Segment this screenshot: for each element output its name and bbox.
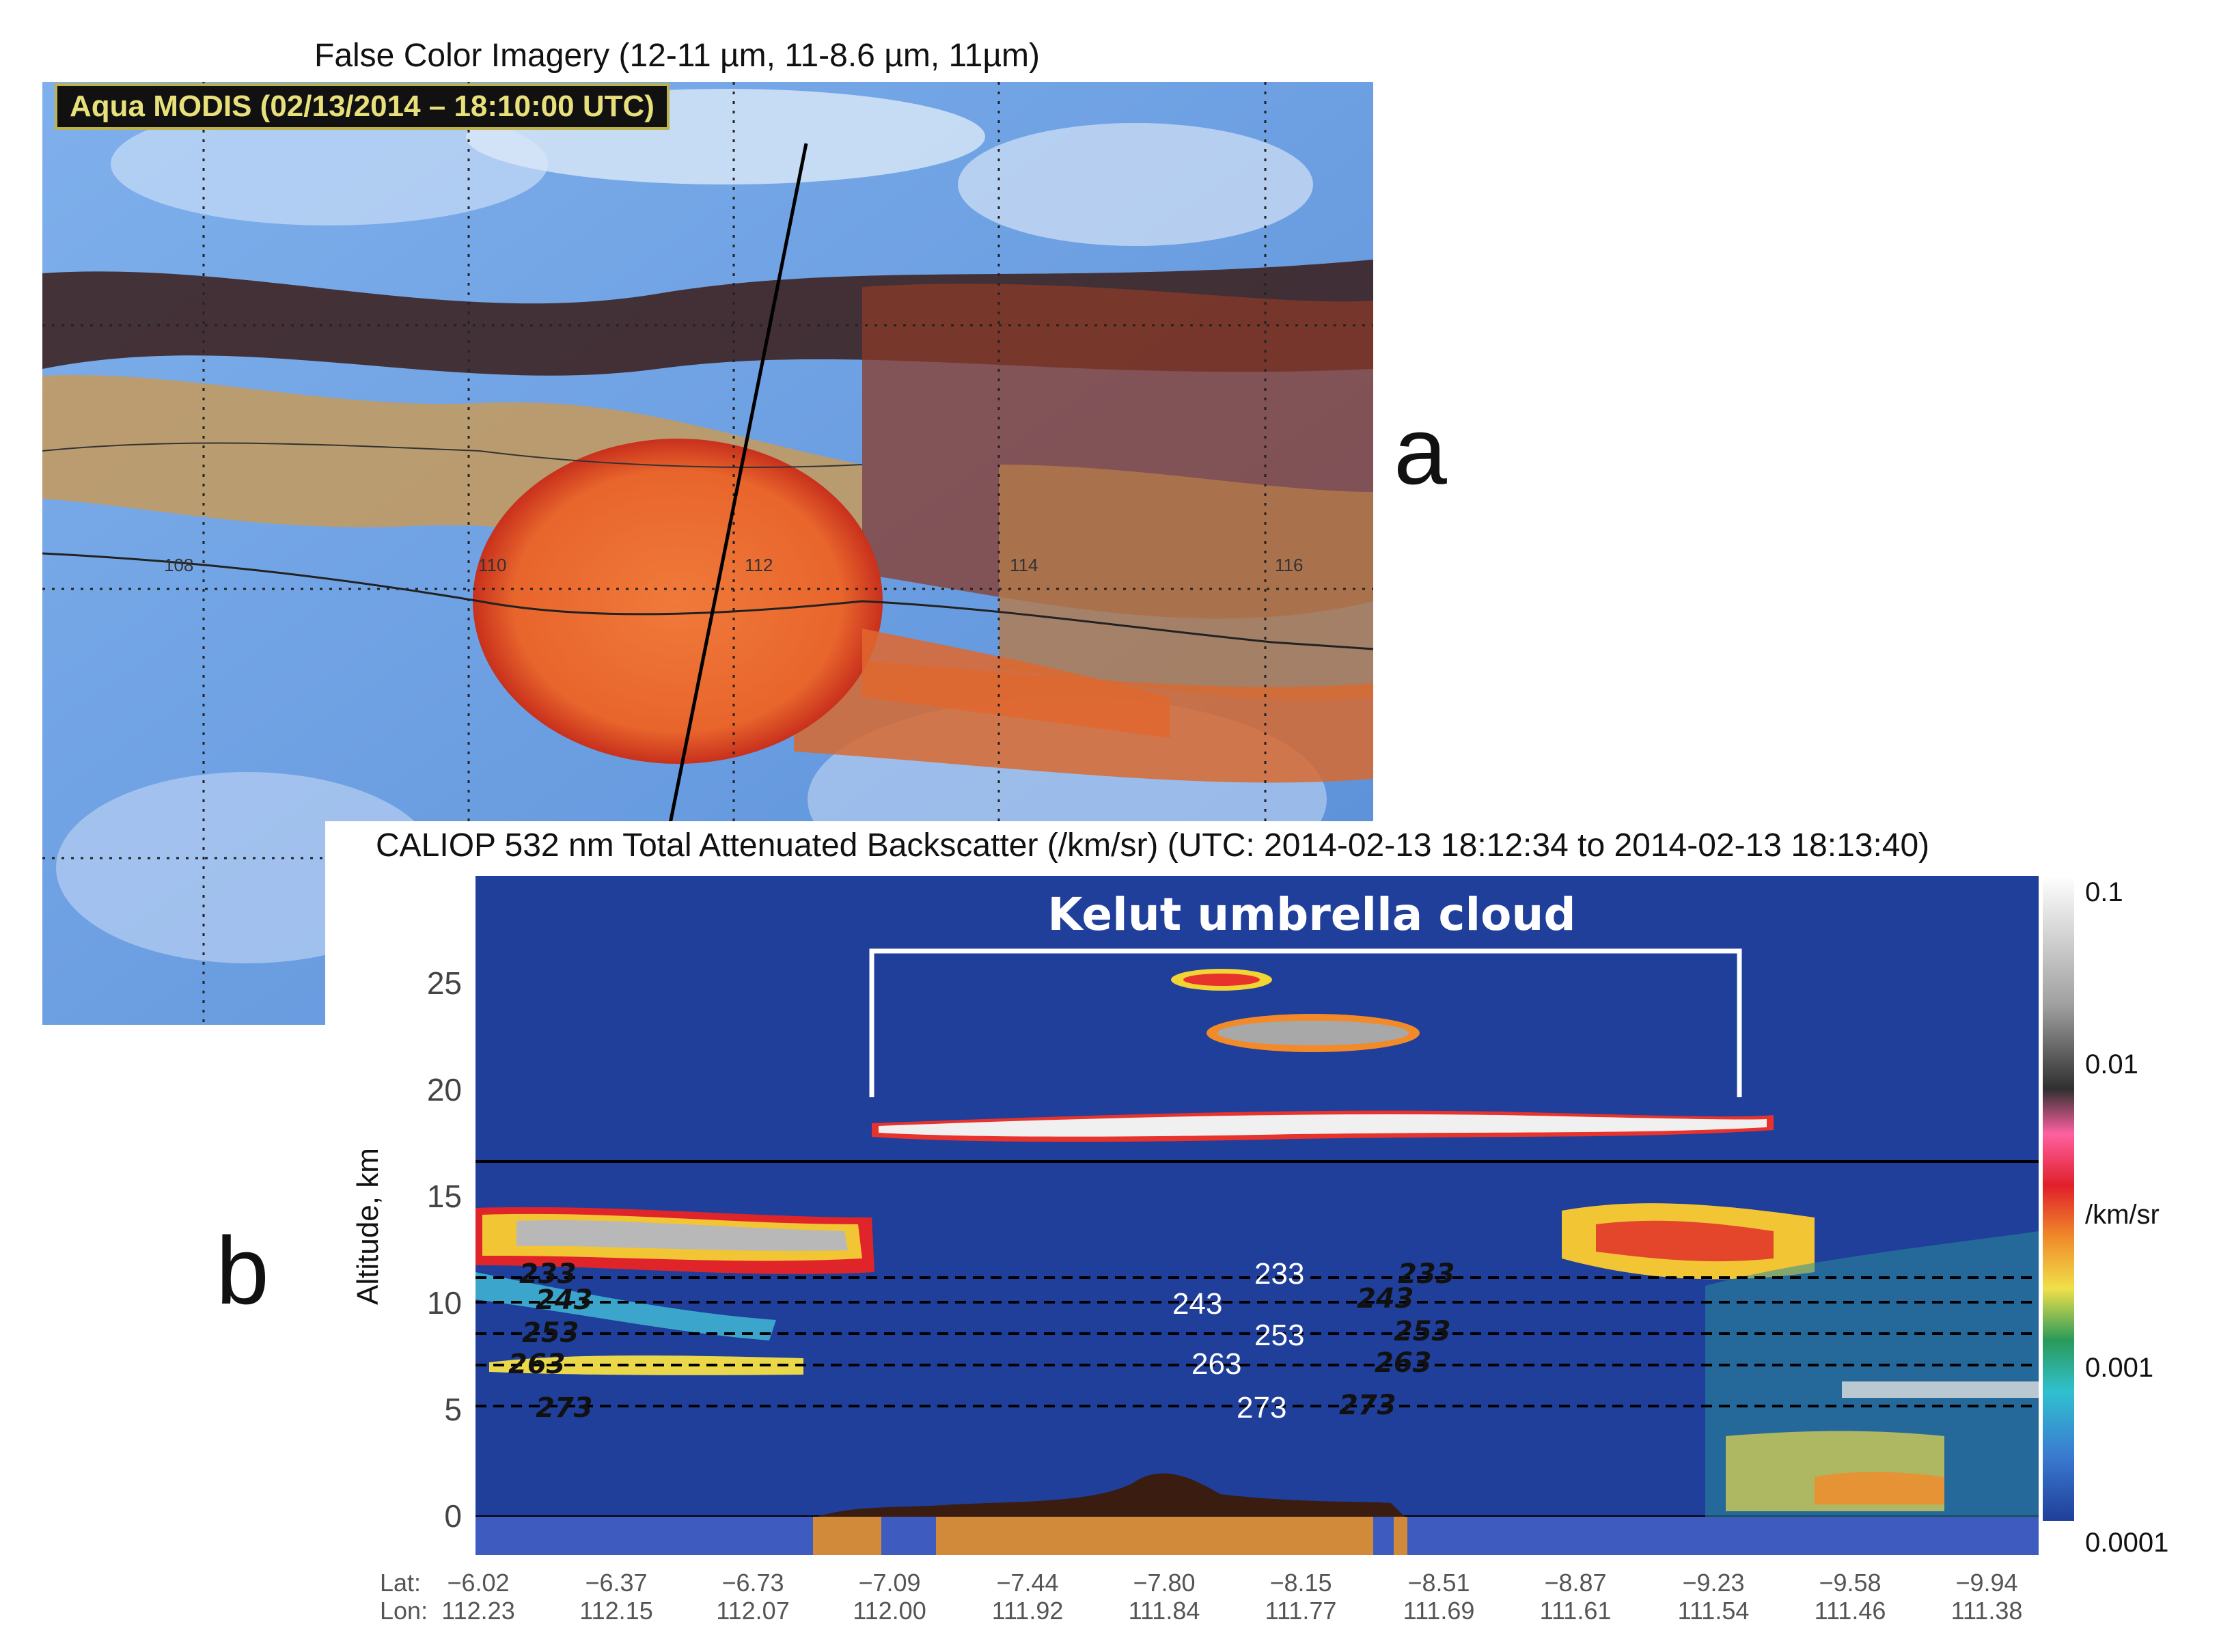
colorbar-svg [2043, 876, 2074, 1521]
x-tick: −7.09 112.00 [853, 1569, 926, 1625]
x-tick: −8.51 111.69 [1403, 1569, 1475, 1625]
isotherm-label-right: 243 [1357, 1283, 1414, 1314]
isotherm-label-right: 273 [1339, 1390, 1396, 1421]
panel-b-title: CALIOP 532 nm Total Attenuated Backscatt… [376, 827, 1930, 864]
y-tick-label: 5 [444, 1392, 462, 1427]
isotherm-label-center: 243 [1172, 1287, 1223, 1321]
y-tick-label: 25 [426, 965, 462, 1001]
x-tick: −9.94 111.38 [1951, 1569, 2023, 1625]
isotherm-label-left: 263 [508, 1349, 566, 1380]
x-tick: −8.15 111.77 [1265, 1569, 1337, 1625]
isotherm-label-center: 273 [1237, 1391, 1287, 1424]
colorbar-label: 0.1 [2085, 877, 2123, 907]
colorbar [2043, 876, 2074, 1521]
surface-land [1394, 1517, 1407, 1555]
x-lat-header: Lat: [380, 1569, 422, 1597]
isotherm-label-left: 233 [519, 1258, 577, 1290]
isotherm-label-right: 253 [1394, 1316, 1451, 1347]
x-tick: −9.58 111.46 [1814, 1569, 1886, 1625]
y-axis-title: Altitude, km [351, 1148, 385, 1305]
surface-land [813, 1517, 881, 1555]
colorbar-label: 0.01 [2085, 1049, 2138, 1079]
lon-label: 108 [164, 555, 194, 575]
panel-a-title: False Color Imagery (12-11 µm, 11-8.6 µm… [314, 38, 1040, 74]
x-lon-header: Lon: [380, 1597, 428, 1625]
isotherm-label-right: 263 [1375, 1347, 1432, 1379]
lon-label: 114 [1010, 555, 1038, 575]
x-tick: −7.80 111.84 [1128, 1569, 1200, 1625]
x-tick: −6.37 112.15 [579, 1569, 653, 1625]
x-axis-header: Lat: Lon: [380, 1569, 428, 1625]
isotherm-label-center: 233 [1254, 1257, 1305, 1291]
colorbar-label: /km/sr [2085, 1200, 2160, 1230]
lon-label: 112 [745, 555, 773, 575]
colorbar-label: 0.001 [2085, 1353, 2154, 1383]
isotherm-label-left: 273 [536, 1392, 593, 1424]
isotherm-label-center: 253 [1254, 1319, 1305, 1352]
kelut-annotation: Kelut umbrella cloud [1047, 888, 1576, 941]
y-tick-label: 15 [426, 1179, 462, 1214]
isotherm-label-right: 233 [1398, 1258, 1455, 1290]
modis-badge: Aqua MODIS (02/13/2014 – 18:10:00 UTC) [55, 83, 670, 130]
y-tick-label: 10 [426, 1285, 462, 1321]
panel-b-letter: b [216, 1217, 269, 1324]
x-tick: −9.23 111.54 [1677, 1569, 1750, 1625]
surface-land [936, 1517, 1373, 1555]
isotherm-label-center: 263 [1191, 1347, 1242, 1381]
lon-label: 116 [1275, 555, 1304, 575]
lon-label: 110 [478, 555, 507, 575]
caliop-profile-svg [476, 876, 2039, 1521]
isotherm-label-left: 253 [522, 1317, 579, 1349]
x-tick: −6.02 112.23 [441, 1569, 515, 1625]
x-tick: −8.87 111.61 [1539, 1569, 1612, 1625]
x-tick: −7.44 111.92 [991, 1569, 1064, 1625]
isotherm-label-left: 243 [536, 1284, 593, 1316]
y-tick-label: 20 [426, 1072, 462, 1107]
panel-a-letter: a [1394, 397, 1447, 504]
caliop-profile [476, 876, 2039, 1521]
x-tick: −6.73 112.07 [716, 1569, 790, 1625]
y-tick-label: 0 [444, 1498, 462, 1534]
colorbar-label: 0.0001 [2085, 1528, 2169, 1558]
